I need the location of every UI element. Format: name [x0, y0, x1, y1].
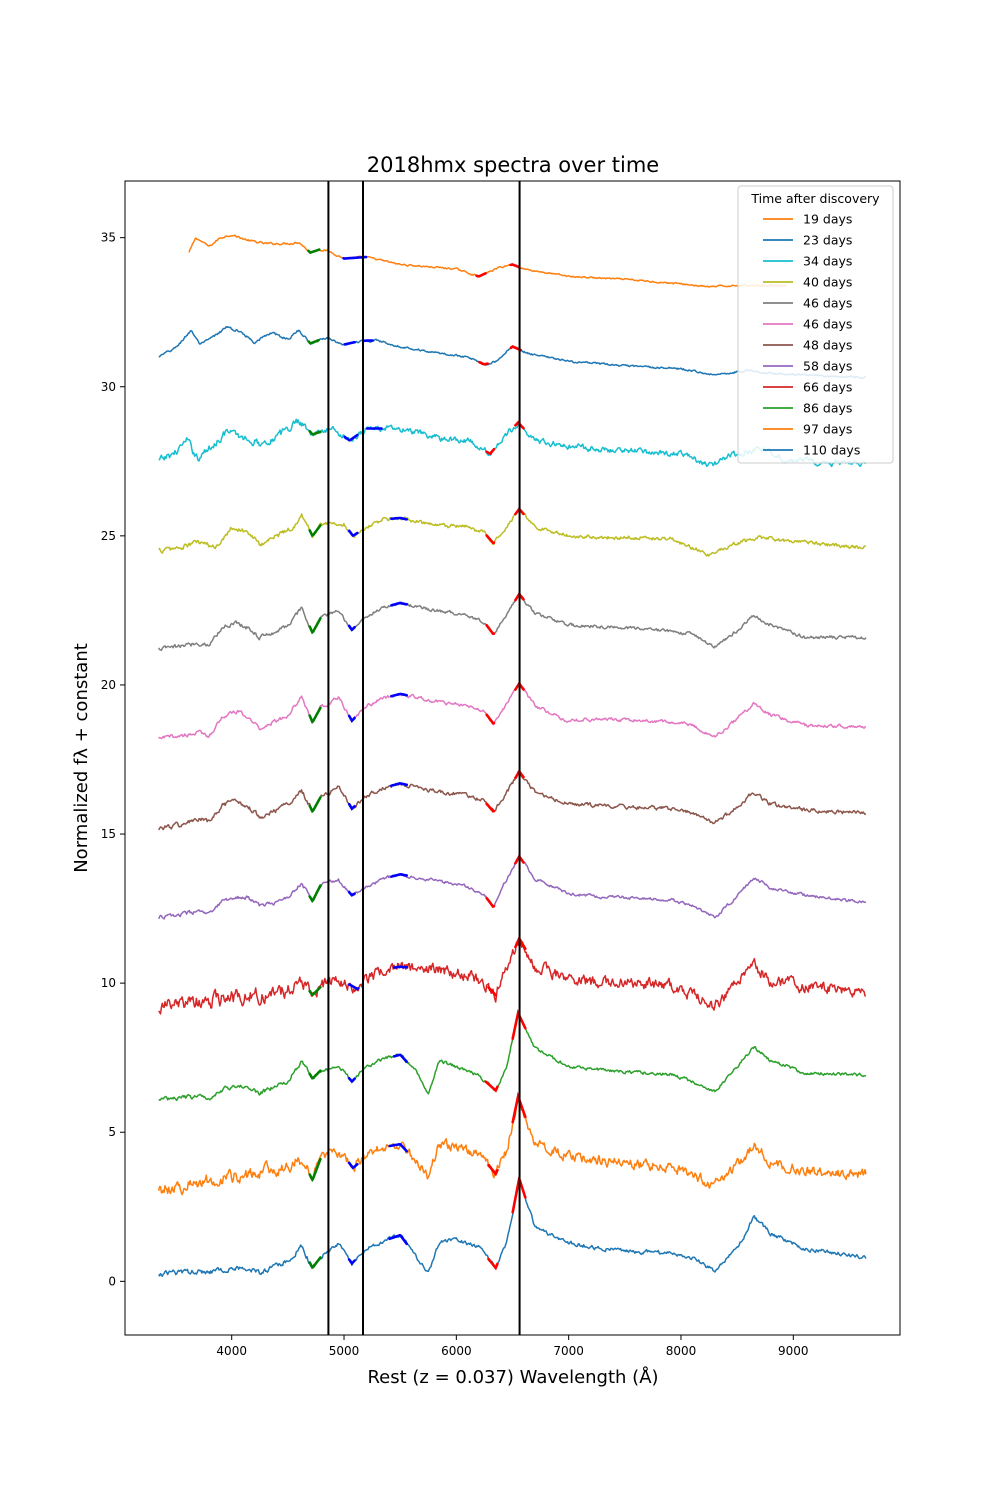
x-tick-label-7000: 7000 [553, 1344, 584, 1358]
legend-label-11: 110 days [803, 443, 860, 458]
legend-label-6: 48 days [803, 338, 852, 353]
y-tick-label-10: 10 [101, 976, 116, 990]
x-tick-label-9000: 9000 [778, 1344, 809, 1358]
y-tick-label-5: 5 [108, 1125, 116, 1139]
legend-label-10: 97 days [803, 422, 852, 437]
legend-label-7: 58 days [803, 359, 852, 374]
y-axis-label: Normalized fλ + constant [71, 643, 92, 873]
y-tick-label-0: 0 [108, 1274, 116, 1288]
feature-fit-3-2 [391, 518, 406, 519]
legend-label-9: 86 days [803, 401, 852, 416]
legend: Time after discovery 19 days 23 days 34 day… [738, 186, 893, 463]
chart-title: 2018hmx spectra over time [367, 153, 659, 177]
x-tick-label-8000: 8000 [666, 1344, 697, 1358]
legend-label-5: 46 days [803, 317, 852, 332]
legend-label-0: 19 days [803, 212, 852, 227]
y-tick-label-35: 35 [101, 231, 116, 245]
legend-title: Time after discovery [750, 191, 880, 206]
legend-label-2: 34 days [803, 254, 852, 269]
legend-label-4: 46 days [803, 296, 852, 311]
legend-label-1: 23 days [803, 233, 852, 248]
y-tick-label-25: 25 [101, 529, 116, 543]
x-tick-label-4000: 4000 [216, 1344, 247, 1358]
feature-fit-8-2 [394, 967, 407, 968]
x-tick-label-6000: 6000 [441, 1344, 472, 1358]
x-tick-label-5000: 5000 [329, 1344, 360, 1358]
legend-label-8: 66 days [803, 380, 852, 395]
y-tick-label-20: 20 [101, 678, 116, 692]
y-tick-label-30: 30 [101, 380, 116, 394]
y-tick-label-15: 15 [101, 827, 116, 841]
legend-label-3: 40 days [803, 275, 852, 290]
x-axis-label: Rest (z = 0.037) Wavelength (Å) [367, 1366, 658, 1388]
